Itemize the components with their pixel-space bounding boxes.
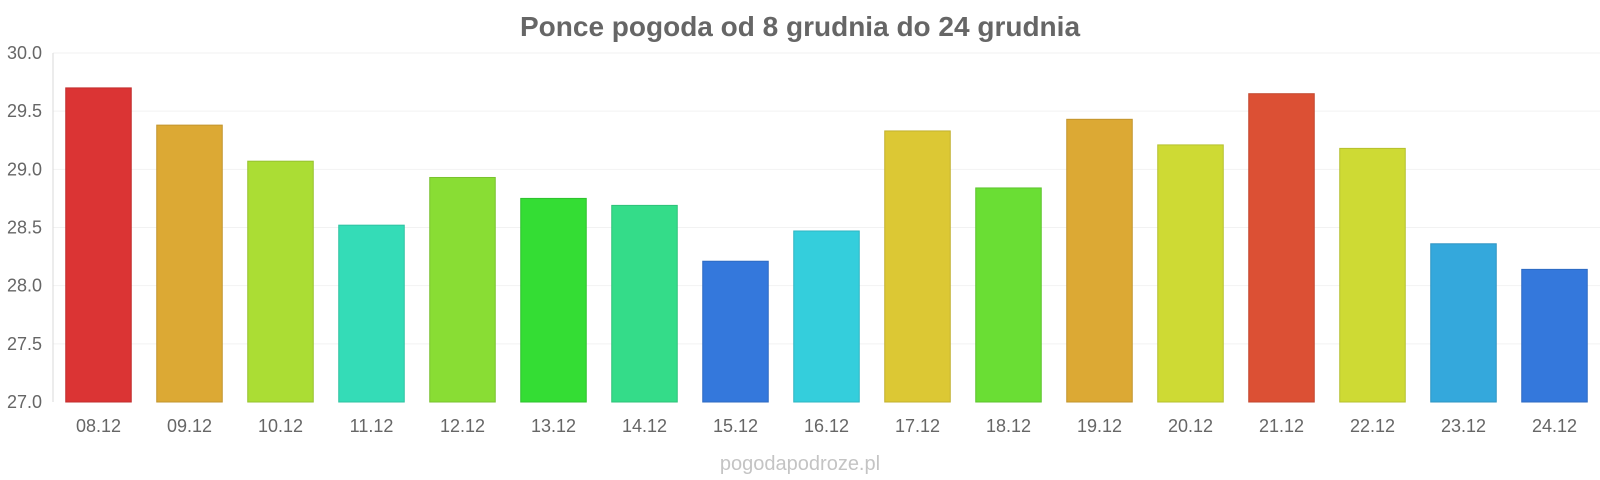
y-tick-label: 29.0 xyxy=(7,159,42,179)
bar-23.12 xyxy=(1430,243,1497,403)
x-tick-label: 20.12 xyxy=(1168,416,1213,436)
y-tick-label: 27.5 xyxy=(7,334,42,354)
bar-24.12 xyxy=(1521,268,1588,403)
bar-17.12 xyxy=(884,130,951,403)
x-tick-label: 13.12 xyxy=(531,416,576,436)
bar-20.12 xyxy=(1157,144,1224,403)
chart-title: Ponce pogoda od 8 grudnia do 24 grudnia xyxy=(520,11,1080,42)
x-tick-label: 19.12 xyxy=(1077,416,1122,436)
x-tick-label: 24.12 xyxy=(1532,416,1577,436)
y-tick-label: 28.0 xyxy=(7,276,42,296)
x-axis-ticks: 08.12 09.12 10.12 11.12 12.12 13.12 14.12 15.12… xyxy=(76,416,1577,436)
x-tick-label: 16.12 xyxy=(804,416,849,436)
x-tick-label: 17.12 xyxy=(895,416,940,436)
bar-19.12 xyxy=(1066,118,1133,403)
y-tick-label: 28.5 xyxy=(7,218,42,238)
x-tick-label: 18.12 xyxy=(986,416,1031,436)
bar-11.12 xyxy=(338,224,405,403)
x-tick-label: 12.12 xyxy=(440,416,485,436)
bar-16.12 xyxy=(793,230,860,403)
x-tick-label: 08.12 xyxy=(76,416,121,436)
x-tick-label: 21.12 xyxy=(1259,416,1304,436)
bar-22.12 xyxy=(1339,147,1406,403)
bar-21.12 xyxy=(1248,93,1315,403)
bar-09.12 xyxy=(156,124,223,403)
bar-18.12 xyxy=(975,187,1042,403)
x-tick-label: 11.12 xyxy=(350,416,394,436)
x-tick-label: 22.12 xyxy=(1350,416,1395,436)
bar-13.12 xyxy=(520,197,587,403)
bar-12.12 xyxy=(429,176,496,403)
x-tick-label: 14.12 xyxy=(622,416,667,436)
x-tick-label: 23.12 xyxy=(1441,416,1486,436)
x-tick-label: 10.12 xyxy=(258,416,303,436)
x-tick-label: 09.12 xyxy=(167,416,212,436)
bar-14.12 xyxy=(611,204,678,403)
bar-10.12 xyxy=(247,160,314,403)
watermark-text: pogodapodroze.pl xyxy=(720,453,880,475)
bar-15.12 xyxy=(702,260,769,403)
y-tick-label: 30.0 xyxy=(7,43,42,63)
y-tick-label: 27.0 xyxy=(7,392,42,412)
y-axis-ticks: 27.0 27.5 28.0 28.5 29.0 29.5 30.0 xyxy=(7,43,42,412)
y-tick-label: 29.5 xyxy=(7,101,42,121)
x-tick-label: 15.12 xyxy=(713,416,758,436)
bars xyxy=(65,87,1588,403)
bar-08.12 xyxy=(65,87,132,403)
